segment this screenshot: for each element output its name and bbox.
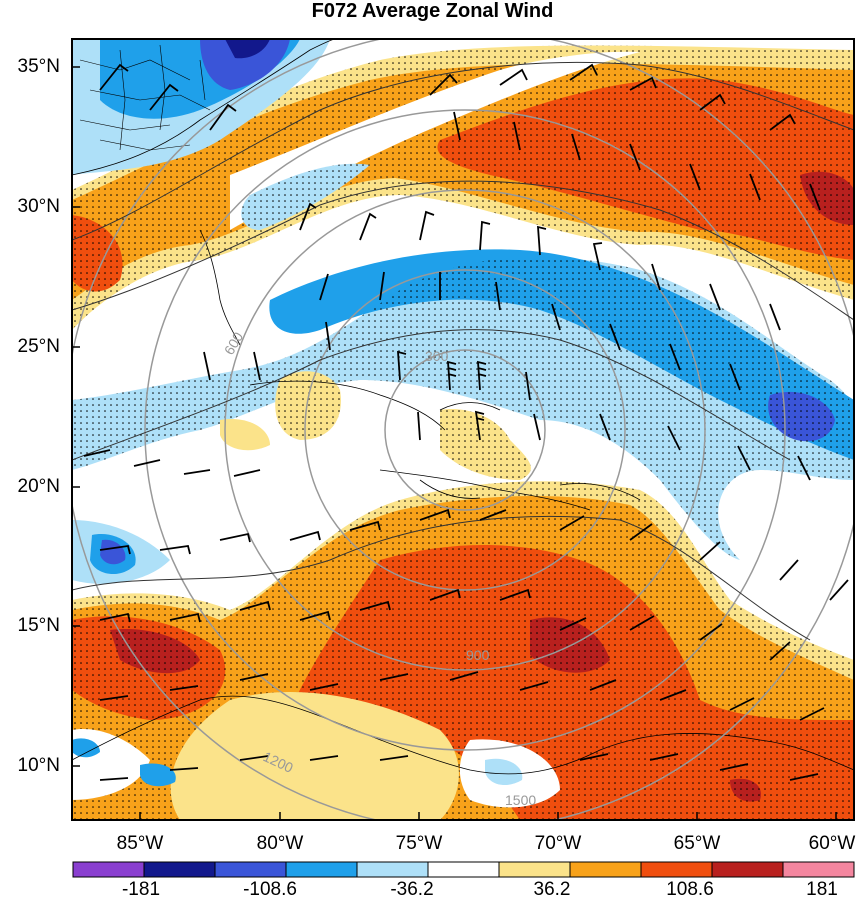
map-frame: [71, 38, 855, 821]
ring-label: 1500: [505, 792, 536, 808]
colorbar-label: 181: [806, 879, 838, 900]
lon-label: 70°W: [534, 833, 582, 854]
colorbar-swatch: [569, 861, 642, 878]
colorbar-label: 108.6: [666, 879, 714, 900]
lat-label: 20°N: [17, 476, 60, 497]
range-rings: [72, 39, 854, 820]
lat-label: 25°N: [17, 336, 60, 357]
lon-label: 65°W: [673, 833, 721, 854]
lon-label: 60°W: [808, 833, 856, 854]
lat-label: 30°N: [17, 196, 60, 217]
colorbar-swatch: [214, 861, 287, 878]
colorbar-swatch: [711, 861, 784, 878]
colorbar-label: -181: [121, 879, 161, 900]
colorbar-label: -36.2: [390, 879, 434, 900]
colorbar-swatch: [427, 861, 500, 878]
shaded-region: [72, 45, 854, 330]
map-title: F072 Average Zonal Wind: [311, 0, 554, 22]
map-plot-area: [72, 39, 854, 820]
wind-barbs: [83, 63, 849, 781]
ring-label: 900: [466, 647, 490, 663]
lat-label: 35°N: [17, 56, 60, 77]
colorbar-label: -108.6: [243, 879, 297, 900]
lon-label: 80°W: [256, 833, 304, 854]
colorbar-swatch: [640, 861, 713, 878]
ring-label: 300: [425, 348, 449, 364]
shaded-region: [72, 691, 560, 820]
state-borders: [79, 44, 211, 151]
lon-label: 75°W: [395, 833, 443, 854]
shaded-region: [220, 371, 531, 480]
contour-lines: [72, 61, 854, 641]
lon-label: 85°W: [116, 833, 164, 854]
shaded-region: [72, 163, 854, 584]
colorbar-swatch: [285, 861, 358, 878]
colorbar-swatch: [143, 861, 216, 878]
colorbar-swatch: [782, 861, 855, 878]
colorbar-swatch: [498, 861, 571, 878]
colorbar-swatch: [72, 861, 145, 878]
coastline: [72, 39, 854, 775]
colorbar-label: 36.2: [533, 879, 571, 900]
lat-label: 10°N: [17, 755, 60, 776]
axis-ticks: [72, 66, 837, 820]
colorbar-swatch: [356, 861, 429, 878]
lat-label: 15°N: [17, 615, 60, 636]
colorbar: [72, 861, 855, 878]
